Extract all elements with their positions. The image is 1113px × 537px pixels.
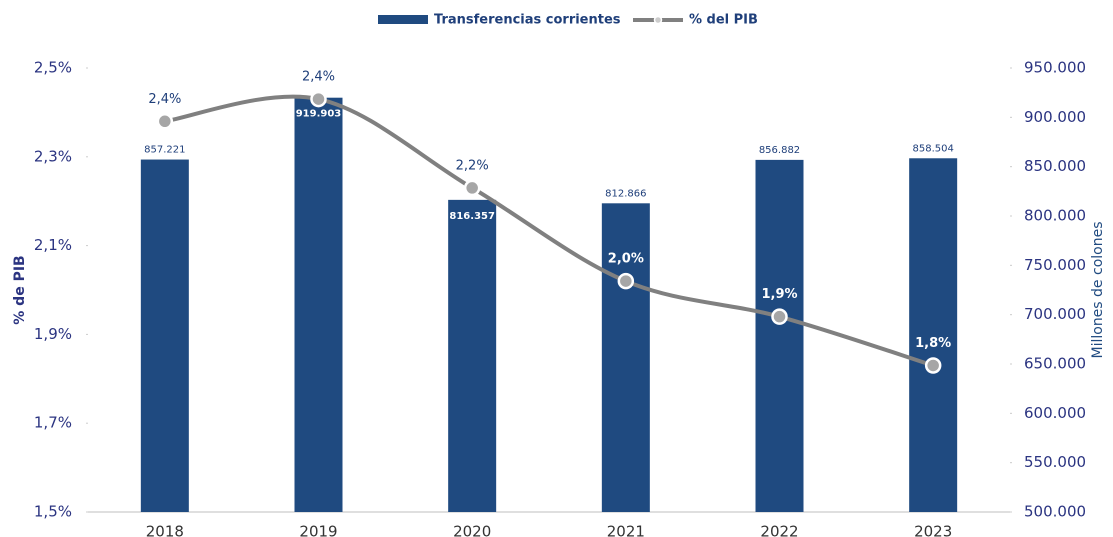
bar xyxy=(909,158,958,512)
legend-swatch xyxy=(378,15,428,24)
y2-tick-label: 600.000 xyxy=(1024,404,1086,422)
y2-tick-label: 850.000 xyxy=(1024,157,1086,175)
bar-value-label: 919.903 xyxy=(296,109,342,120)
bar xyxy=(448,199,497,513)
line-marker xyxy=(463,179,481,197)
y2-tick-label: 550.000 xyxy=(1024,453,1086,471)
line-marker xyxy=(156,113,174,130)
x-tick-label: 2020 xyxy=(453,523,491,537)
line-marker xyxy=(310,90,327,108)
line-value-label: 2,0% xyxy=(608,252,644,267)
y-tick-label: 1,7% xyxy=(34,414,72,432)
line-value-label: 1,8% xyxy=(915,336,951,351)
y2-tick-label: 800.000 xyxy=(1024,207,1086,225)
y-tick-label: 2,1% xyxy=(34,236,72,254)
legend-label: Transferencias corrientes xyxy=(434,13,621,28)
line-value-label: 2,2% xyxy=(456,158,489,173)
bar xyxy=(294,97,343,512)
x-tick-label: 2023 xyxy=(914,523,952,537)
line-marker xyxy=(617,272,635,290)
x-tick-label: 2021 xyxy=(607,523,645,537)
x-tick-label: 2022 xyxy=(760,523,798,537)
legend-label: % del PIB xyxy=(689,13,758,28)
line-marker xyxy=(924,357,942,374)
y2-tick-label: 950.000 xyxy=(1024,59,1086,77)
bar xyxy=(755,159,804,513)
bar xyxy=(140,159,189,513)
y2-tick-label: 700.000 xyxy=(1024,305,1086,323)
bar-value-label: 858.504 xyxy=(912,143,953,154)
bar-value-label: 816.357 xyxy=(449,211,495,222)
legend-marker xyxy=(653,15,663,25)
bar-value-label: 857.221 xyxy=(144,145,185,156)
y2-tick-label: 500.000 xyxy=(1024,503,1086,521)
x-tick-label: 2018 xyxy=(146,523,184,537)
line-value-label: 1,9% xyxy=(761,287,797,302)
x-tick-label: 2019 xyxy=(299,523,337,537)
y-axis-label: % de PIB xyxy=(12,255,28,324)
y-tick-label: 1,5% xyxy=(34,503,72,521)
y2-axis-label: Millones de colones xyxy=(1090,222,1106,359)
bar-value-label: 856.882 xyxy=(759,145,800,156)
y2-tick-label: 650.000 xyxy=(1024,355,1086,373)
y-tick-label: 2,3% xyxy=(34,147,72,165)
line-value-label: 2,4% xyxy=(148,92,181,107)
y2-tick-label: 750.000 xyxy=(1024,256,1086,274)
line-marker xyxy=(771,308,788,325)
y-tick-label: 2,5% xyxy=(34,59,72,77)
bar xyxy=(601,203,650,512)
line xyxy=(164,94,934,368)
y-tick-label: 1,9% xyxy=(34,325,72,343)
bar-value-label: 812.866 xyxy=(605,188,646,199)
line-value-label: 2,4% xyxy=(302,70,335,85)
y2-tick-label: 900.000 xyxy=(1024,108,1086,126)
